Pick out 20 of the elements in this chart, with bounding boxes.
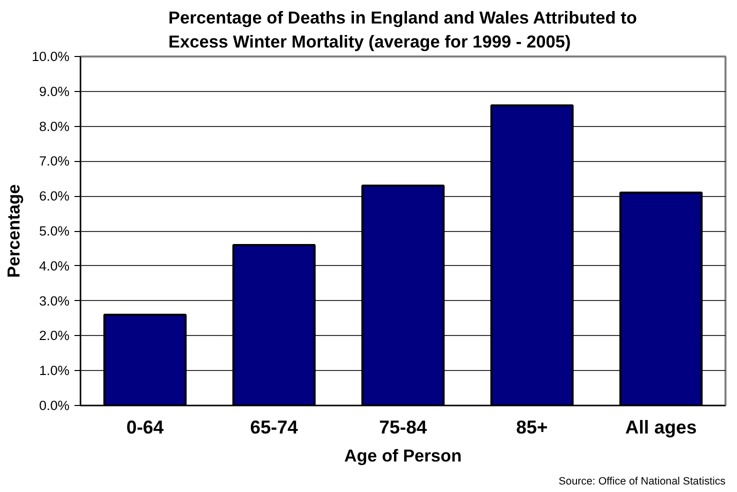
y-tick-label: 5.0% xyxy=(39,224,70,238)
y-tick-label: 9.0% xyxy=(39,84,70,99)
x-tick-label: All ages xyxy=(625,416,697,438)
y-tick-label: 1.0% xyxy=(39,363,70,378)
y-tick-label: 8.0% xyxy=(39,118,70,134)
x-tick-label: 65-74 xyxy=(250,416,298,438)
x-tick-label: 0-64 xyxy=(126,416,164,438)
x-tick-label: 75-84 xyxy=(379,416,428,438)
y-tick-label: 0.0% xyxy=(39,398,70,413)
x-axis-title: Age of Person xyxy=(344,446,462,466)
chart-title: Percentage of Deaths in England and Wales Attributed to Excess Winter Mortality (average for 1999 - 2005) xyxy=(168,8,637,52)
source-note: Source: Office of National Statistics xyxy=(558,476,726,488)
x-tick-label: 85+ xyxy=(516,416,548,438)
y-tick-label: 6.0% xyxy=(39,188,70,204)
y-tick-label: 7.0% xyxy=(39,154,70,169)
y-axis-title: Percentage xyxy=(4,184,24,278)
y-tick-label: 2.0% xyxy=(39,328,70,344)
y-tick-label: 3.0% xyxy=(39,293,70,308)
y-tick-label: 10.0% xyxy=(32,49,70,64)
y-tick-label: 4.0% xyxy=(39,258,70,274)
